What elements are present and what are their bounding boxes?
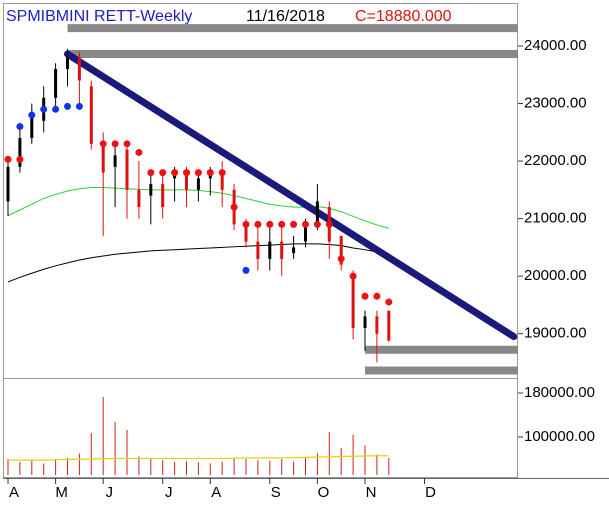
signal-dot [4,155,12,163]
bar-body [244,224,248,242]
bar-body [66,57,69,70]
signal-dot [99,140,107,148]
signal-dot [278,220,286,228]
x-tick-label: O [318,484,330,501]
y-tick-label: 22000.00 [524,152,587,169]
signal-dot [373,292,381,300]
signal-dot [266,220,274,228]
y-tick-label: 20000.00 [524,267,587,284]
bar-body [149,184,153,196]
bar-body [375,316,379,334]
date-label: 11/16/2018 [246,8,325,25]
signal-dot [123,140,131,148]
bar-body [351,276,355,328]
signal-dot [52,105,60,113]
signal-dot [194,169,202,177]
bar-body [220,172,224,190]
trendline [64,50,518,341]
x-tick-label: A [211,484,221,501]
signal-dot [218,169,226,177]
bar-body [30,115,34,139]
signal-dot [337,255,345,263]
bar-body [280,241,284,259]
bar-body [185,172,188,190]
bar-body [89,86,93,144]
y-tick-label: 21000.00 [524,210,587,227]
y2-tick-label: 180000.00 [524,384,595,401]
x-tick-label: M [55,484,68,501]
bar-body [268,241,272,259]
bar-body [256,241,260,259]
bar-body [113,155,117,167]
y2-tick-label: 100000.00 [524,428,595,445]
signal-dot [16,123,24,131]
signal-dot [135,148,143,156]
signal-dot [385,298,393,306]
signal-dot [147,169,155,177]
x-tick-label: N [366,484,377,501]
x-tick-label: S [271,484,281,501]
bar-body [101,143,105,173]
signal-dot [16,155,24,163]
signal-dot [349,272,357,280]
y-tick-label: 24000.00 [524,37,587,54]
bar-body [54,69,58,98]
signal-dot [183,169,190,177]
signal-dot [254,220,262,228]
x-tick-label: J [165,484,173,501]
bar-body [196,178,200,190]
signal-dot [40,105,48,113]
close-label: C=18880.000 [355,8,452,25]
signal-dot [159,169,167,177]
y-tick-label: 19000.00 [524,325,587,342]
bar-body [315,201,319,225]
signal-dot [242,266,250,274]
bar-body [363,316,367,328]
x-tick-label: A [9,484,19,501]
bar-body [339,235,343,265]
signal-dot [325,220,333,228]
x-tick-label: D [425,484,436,501]
signal-dot [290,220,298,228]
bar-body [77,57,81,81]
bar-body [18,138,22,167]
bar-body [6,166,10,202]
signal-dot [313,220,321,228]
bar-body [161,184,165,208]
signal-dot [302,220,309,228]
signal-dot [111,140,119,148]
volume-average [8,455,389,461]
signal-dot [28,111,36,119]
bar-body [137,189,141,208]
plot-frame [3,3,518,478]
signal-dot [75,102,83,110]
signal-dot [361,292,369,300]
signal-dot [242,220,250,228]
signal-dot [64,102,71,110]
signal-dot [230,203,238,211]
signal-dot [206,169,214,177]
chart-title: SPMIBMINI RETT-Weekly [6,8,192,25]
x-tick-label: J [105,484,113,501]
signal-dot [171,169,179,177]
y-tick-label: 23000.00 [524,95,587,112]
bar-body [304,224,307,242]
bar-body [125,149,129,190]
bar-body [387,310,391,341]
bar-body [292,247,296,254]
moving-average [7,243,389,283]
